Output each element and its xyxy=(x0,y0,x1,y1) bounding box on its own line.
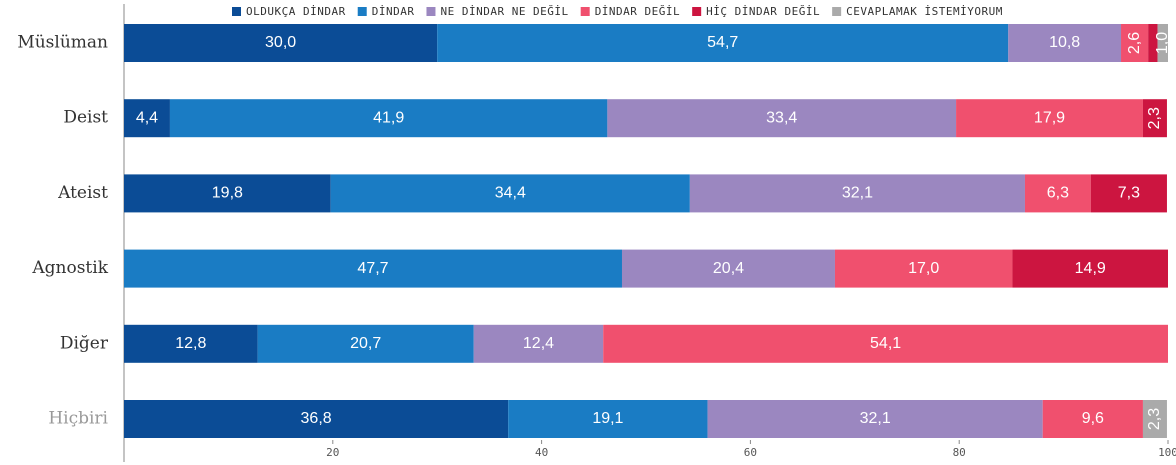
value-label: 12,4 xyxy=(523,335,554,352)
value-label: 19,8 xyxy=(212,185,243,202)
value-label: 54,7 xyxy=(707,34,738,51)
value-label: 19,1 xyxy=(592,410,623,427)
legend-label: NE DİNDAR NE DEĞİL xyxy=(440,5,568,18)
bar-segment xyxy=(1042,400,1143,438)
value-label: 20,4 xyxy=(713,260,744,277)
x-tick-label: 20 xyxy=(326,446,339,459)
value-label: 10,8 xyxy=(1049,34,1080,51)
value-label: 1,0 xyxy=(1154,32,1171,54)
value-label: 32,1 xyxy=(860,410,891,427)
bar-segment xyxy=(956,99,1143,138)
bar-segment xyxy=(473,324,604,363)
value-label: 17,0 xyxy=(908,260,939,277)
bar-segment xyxy=(124,174,331,213)
value-label: 33,4 xyxy=(766,109,797,126)
bar-segment xyxy=(1008,24,1122,62)
bar-segment xyxy=(689,174,1025,213)
value-label: 2,3 xyxy=(1146,107,1163,129)
bar-segment xyxy=(124,324,258,363)
legend-swatch xyxy=(357,7,367,16)
legend-swatch xyxy=(580,7,590,16)
bar-segment xyxy=(1157,24,1168,62)
category-label: Ateist xyxy=(57,183,108,203)
bar-segment xyxy=(169,99,608,138)
legend-swatch xyxy=(832,7,842,16)
value-label: 4,4 xyxy=(136,109,158,126)
bar-segment xyxy=(437,24,1009,62)
bar-segment xyxy=(257,324,474,363)
legend-swatch xyxy=(692,7,702,16)
bar-segment xyxy=(1090,174,1167,213)
value-label: 14,9 xyxy=(1075,260,1106,277)
category-label: Müslüman xyxy=(17,33,108,53)
bar-segment xyxy=(508,400,708,438)
value-label: 36,8 xyxy=(301,410,332,427)
value-label: 17,9 xyxy=(1034,109,1065,126)
legend-label: HİÇ DİNDAR DEĞİL xyxy=(706,5,820,18)
x-tick-label: 80 xyxy=(953,446,966,459)
value-label: 41,9 xyxy=(373,109,404,126)
legend-label: DİNDAR xyxy=(372,5,415,18)
bar-segment xyxy=(124,249,622,288)
legend-swatch xyxy=(232,7,241,16)
value-label: 32,1 xyxy=(842,185,873,202)
bar-segment xyxy=(330,174,690,213)
legend-label: DİNDAR DEĞİL xyxy=(595,5,680,18)
value-label: 12,8 xyxy=(175,335,206,352)
value-label: 47,7 xyxy=(357,260,388,277)
legend-label: CEVAPLAMAK İSTEMİYORUM xyxy=(846,5,1003,18)
category-label: Diğer xyxy=(60,333,109,353)
value-label: 30,0 xyxy=(265,34,296,51)
value-label: 2,3 xyxy=(1146,408,1163,430)
value-label: 20,7 xyxy=(350,335,381,352)
bar-segment xyxy=(124,99,170,138)
value-label: 54,1 xyxy=(870,335,901,352)
value-label: 2,6 xyxy=(1126,32,1143,54)
bar-segment xyxy=(607,99,957,138)
value-label: 34,4 xyxy=(495,185,526,202)
value-label: 7,3 xyxy=(1118,185,1140,202)
bar-segment xyxy=(1142,400,1167,438)
bar-segment xyxy=(124,24,438,62)
bar-segment xyxy=(124,400,509,438)
bar-segment xyxy=(834,249,1013,288)
bar-segment xyxy=(603,324,1168,363)
x-tick-label: 40 xyxy=(535,446,548,459)
value-label: 6,3 xyxy=(1047,185,1069,202)
bar-segment xyxy=(621,249,835,288)
value-label: 9,6 xyxy=(1082,410,1104,427)
bar-segment xyxy=(1142,99,1167,138)
x-tick-label: 100 xyxy=(1158,446,1176,459)
legend-label: OLDUKÇA DİNDAR xyxy=(246,5,346,18)
legend-swatch xyxy=(426,7,436,16)
bar-segment xyxy=(1148,24,1158,62)
bar-segment xyxy=(1121,24,1149,62)
bar-segment xyxy=(1024,174,1091,213)
x-tick-label: 60 xyxy=(744,446,757,459)
bar-segment xyxy=(707,400,1043,438)
bar-segment xyxy=(1012,249,1168,288)
category-label: Agnostik xyxy=(31,258,108,278)
category-label: Deist xyxy=(63,108,108,128)
category-label: Hiçbiri xyxy=(48,409,108,429)
